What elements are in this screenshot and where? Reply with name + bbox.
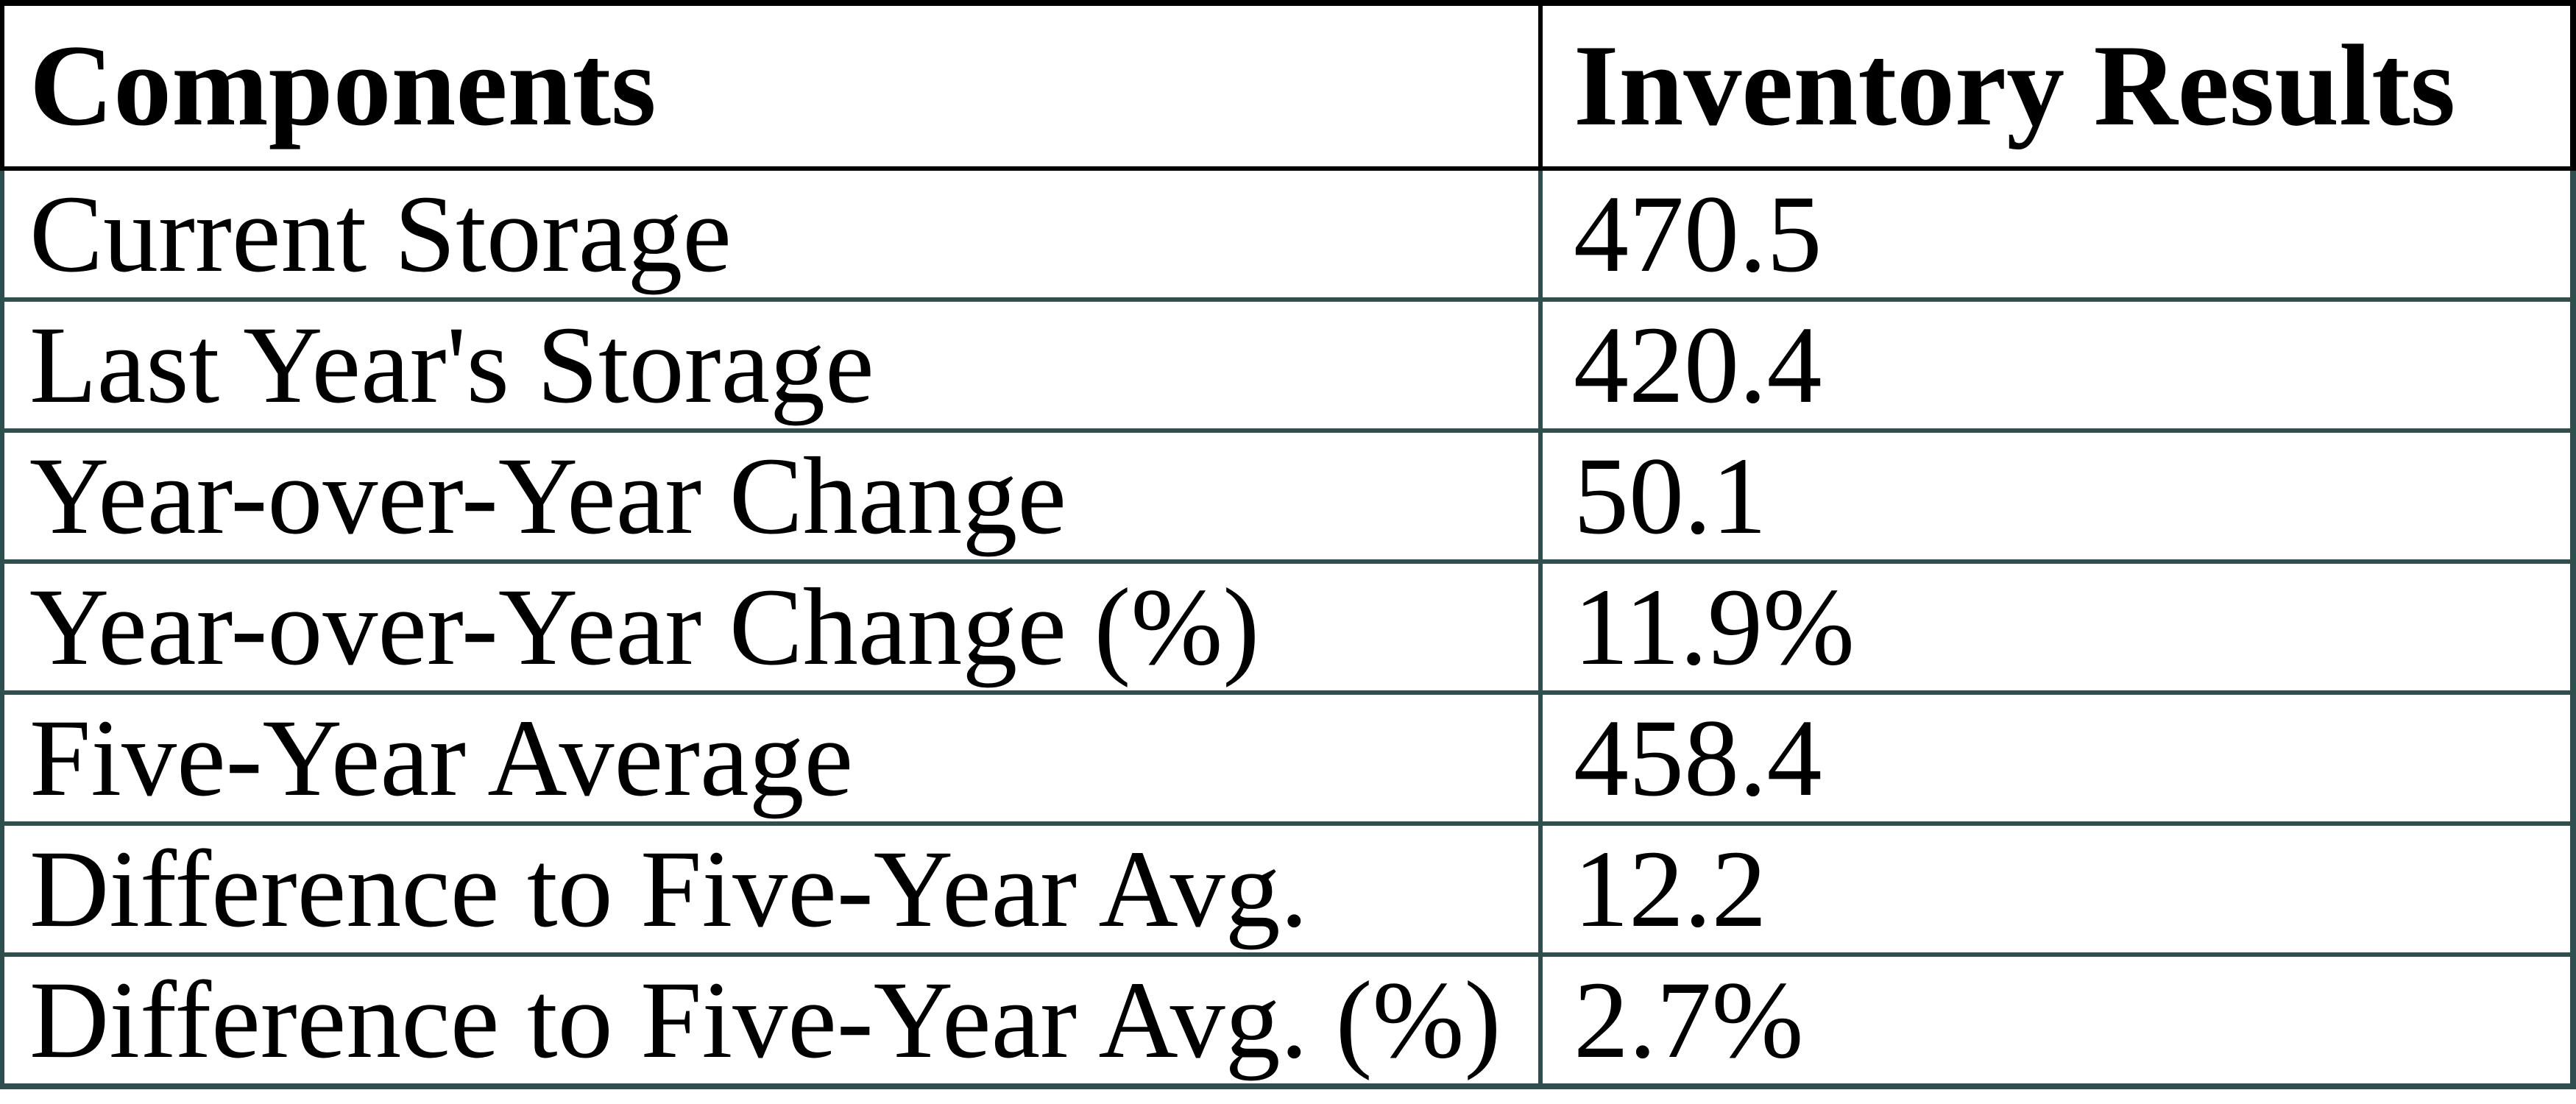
component-cell: Difference to Five-Year Avg. (%) — [0, 957, 1543, 1089]
table-row: Last Year's Storage 420.4 — [0, 302, 2576, 433]
table-row: Year-over-Year Change (%) 11.9% — [0, 564, 2576, 695]
result-cell: 420.4 — [1543, 302, 2576, 433]
table-row: Difference to Five-Year Avg. (%) 2.7% — [0, 957, 2576, 1089]
result-cell: 50.1 — [1543, 433, 2576, 564]
table-row: Five-Year Average 458.4 — [0, 695, 2576, 826]
result-cell: 470.5 — [1543, 171, 2576, 302]
column-header-components: Components — [0, 0, 1543, 171]
table-row: Current Storage 470.5 — [0, 171, 2576, 302]
result-cell: 458.4 — [1543, 695, 2576, 826]
header-row: Components Inventory Results — [0, 0, 2576, 171]
table-row: Difference to Five-Year Avg. 12.2 — [0, 826, 2576, 957]
component-cell: Five-Year Average — [0, 695, 1543, 826]
result-cell: 12.2 — [1543, 826, 2576, 957]
result-cell: 2.7% — [1543, 957, 2576, 1089]
component-cell: Current Storage — [0, 171, 1543, 302]
component-cell: Year-over-Year Change — [0, 433, 1543, 564]
component-cell: Year-over-Year Change (%) — [0, 564, 1543, 695]
table-row: Year-over-Year Change 50.1 — [0, 433, 2576, 564]
result-cell: 11.9% — [1543, 564, 2576, 695]
table-body: Current Storage 470.5 Last Year's Storage 4… — [0, 171, 2576, 1089]
column-header-inventory-results: Inventory Results — [1543, 0, 2576, 171]
component-cell: Last Year's Storage — [0, 302, 1543, 433]
component-cell: Difference to Five-Year Avg. — [0, 826, 1543, 957]
